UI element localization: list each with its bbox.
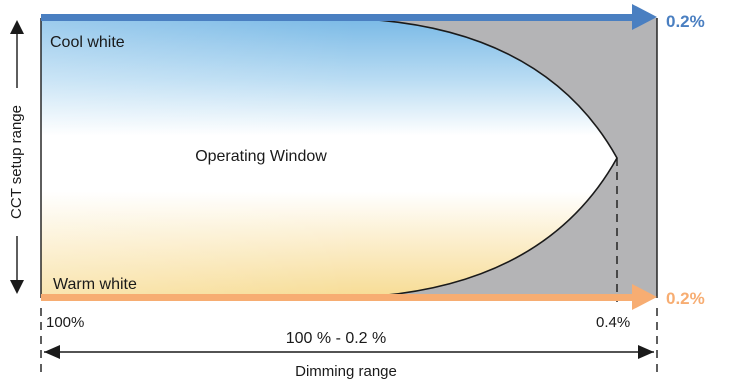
range-text: 100 % - 0.2 % [286,330,387,347]
right-tick-label: 0.4% [596,314,630,331]
top-arrow-value: 0.2% [666,12,705,31]
operating-window-label: Operating Window [195,148,327,165]
left-tick-label: 100% [46,314,84,331]
cool-white-arrow-shaft [41,14,637,21]
warm-white-arrow-shaft [41,294,637,301]
cool-white-label: Cool white [50,34,125,51]
cct-axis-label: CCT setup range [8,105,25,219]
bottom-arrow-value: 0.2% [666,289,705,308]
warm-white-label: Warm white [53,276,137,293]
cool-white-arrow-head [632,4,657,30]
dimming-range-label: Dimming range [295,363,397,380]
warm-white-arrow-head [632,284,657,310]
